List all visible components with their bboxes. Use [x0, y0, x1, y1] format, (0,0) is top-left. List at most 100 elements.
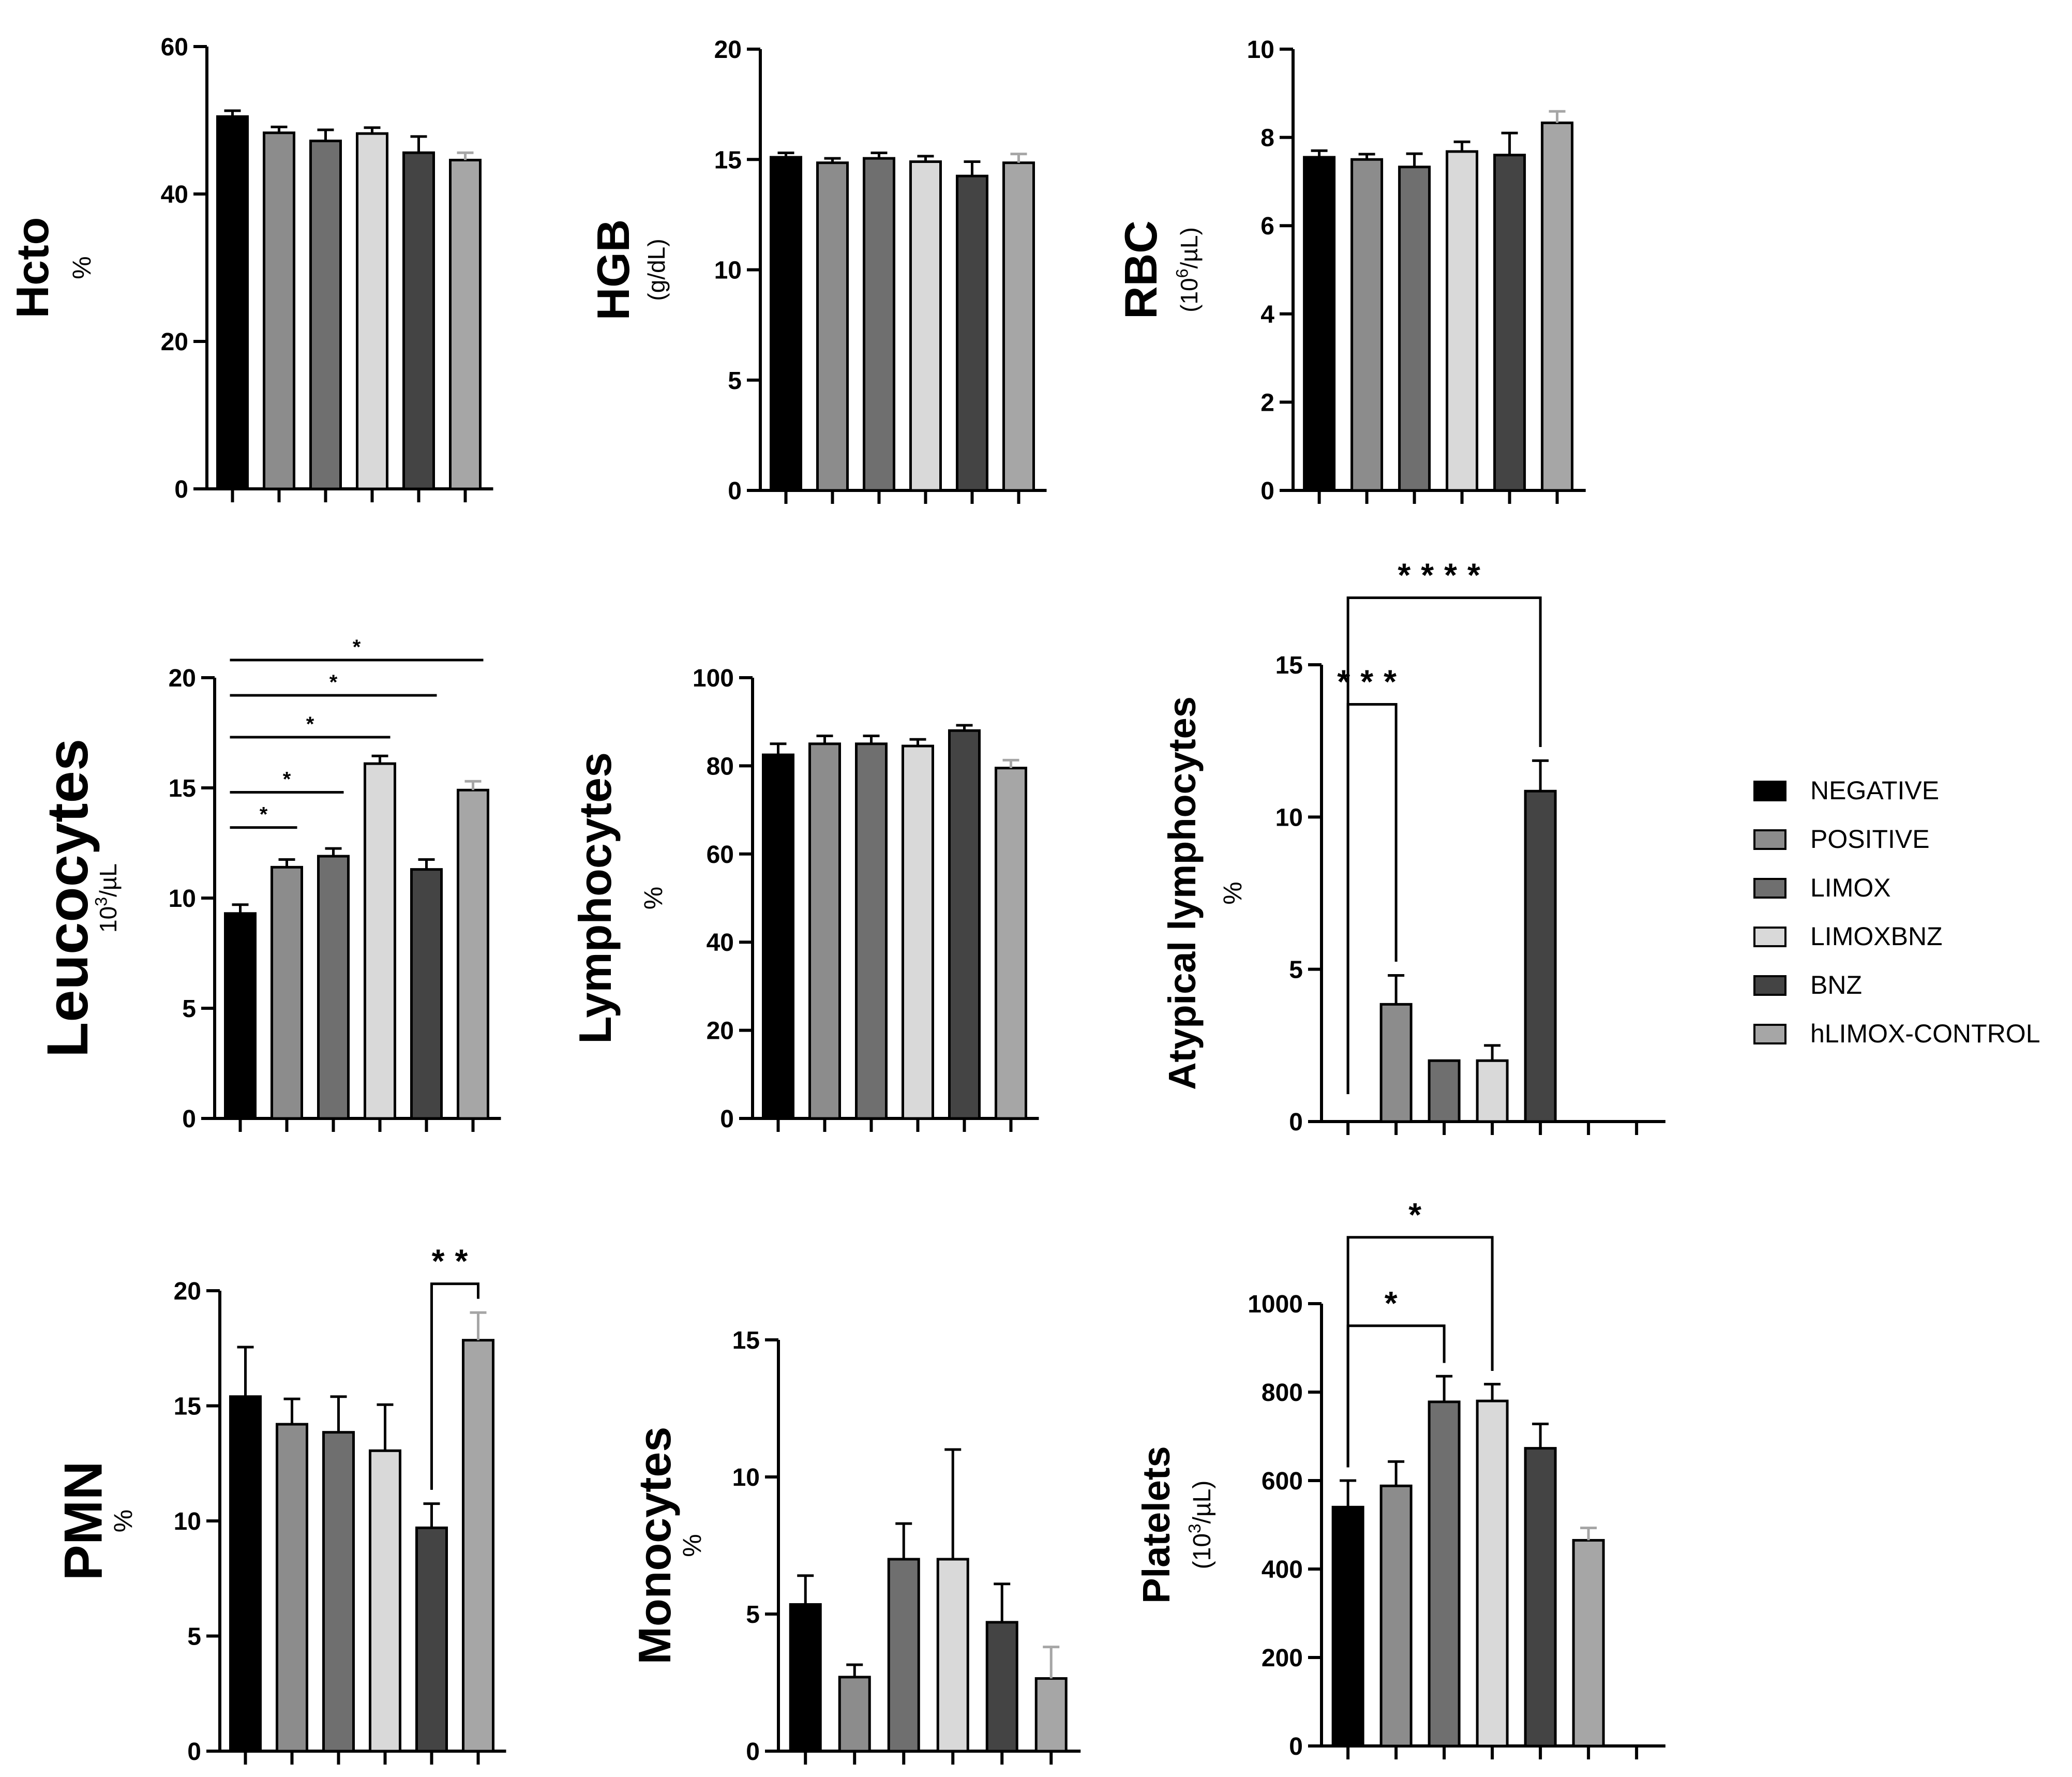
- pmn-bar-bnz: [415, 1526, 448, 1753]
- leucocytes-bar-positive: [271, 865, 303, 1120]
- hgb-y-axis-title: HGB: [588, 219, 639, 321]
- hcto-y-tick-label: 60: [161, 34, 188, 61]
- hcto-y-axis-title: Hcto: [7, 217, 58, 319]
- hgb-y-tick-label: 20: [714, 36, 742, 64]
- leucocytes-significance-label: *: [329, 671, 338, 694]
- leucocytes-y-tick-label: 15: [169, 775, 196, 802]
- leucocytes-bar-hlimox-control: [457, 788, 489, 1120]
- hgb-bar-bnz: [956, 174, 988, 492]
- lymphocytes-bar-limox: [855, 742, 888, 1120]
- rbc-y-tick-label: 0: [1260, 477, 1274, 505]
- lymphocytes-bar-bnz: [948, 729, 981, 1120]
- hcto-y-tick-label: 20: [161, 328, 188, 356]
- lymphocytes-y-axis-unit: %: [639, 887, 668, 909]
- platelets-bar-limoxbnz: [1476, 1399, 1509, 1748]
- legend-swatch-limox: [1753, 878, 1786, 899]
- rbc-bar-negative: [1303, 156, 1336, 492]
- atypical-bar-positive: [1379, 1003, 1413, 1123]
- platelets-bar-limox: [1428, 1400, 1461, 1748]
- leucocytes-bar-bnz: [410, 868, 443, 1120]
- rbc-bar-hlimox-control: [1541, 121, 1574, 492]
- rbc-y-tick-label: 8: [1260, 125, 1274, 152]
- hcto-y-axis-unit: %: [67, 256, 96, 279]
- lymphocytes-bar-limoxbnz: [902, 744, 934, 1120]
- pmn-significance-label: **: [432, 1243, 478, 1280]
- monocytes-y-tick-label: 15: [732, 1327, 760, 1354]
- monocytes-y-axis-title: Monocytes: [629, 1427, 680, 1665]
- pmn-y-tick-label: 15: [174, 1393, 201, 1421]
- legend-label-bnz: BNZ: [1810, 970, 1862, 999]
- atypical-y-axis-title: Atypical lymphocytes: [1161, 696, 1204, 1090]
- atypical-significance-bracket: [1346, 596, 1542, 1095]
- atypical-bar-limoxbnz: [1476, 1059, 1509, 1123]
- platelets-y-tick-label: 200: [1262, 1645, 1303, 1672]
- atypical-y-axis-unit: %: [1218, 882, 1247, 904]
- hcto-bar-negative: [216, 115, 249, 490]
- pmn-y-tick-label: 0: [187, 1738, 201, 1766]
- legend-swatch-limoxbnz: [1753, 927, 1786, 947]
- rbc-y-tick-label: 4: [1260, 301, 1274, 328]
- hgb-bar-limoxbnz: [909, 160, 942, 492]
- chart-rbc: 0 2 4 6 8 10 RBC (106/µL): [1115, 36, 1586, 505]
- pmn-y-tick-label: 5: [187, 1623, 201, 1651]
- legend-label-limox: LIMOX: [1810, 873, 1891, 902]
- chart-platelets: 0 200 400 600 800 1000 * * Platelets (103/µL): [1135, 1196, 1665, 1760]
- hgb-bar-hlimox-control: [1002, 161, 1035, 492]
- leucocytes-y-tick-label: 0: [182, 1106, 196, 1133]
- leucocytes-y-tick-label: 20: [169, 665, 196, 692]
- lymphocytes-bar-negative: [762, 753, 794, 1120]
- platelets-y-tick-label: 600: [1262, 1468, 1303, 1495]
- legend-label-limoxbnz: LIMOXBNZ: [1810, 922, 1943, 951]
- chart-lymphocytes: 0 20 40 60 80 100 Lymphocytes%: [569, 665, 1039, 1133]
- platelets-significance-label: *: [1385, 1285, 1408, 1322]
- legend-label-hlimox-control: hLIMOX-CONTROL: [1810, 1019, 2040, 1048]
- hgb-bar-negative: [770, 156, 802, 492]
- platelets-bar-positive: [1379, 1484, 1413, 1748]
- monocytes-y-tick-label: 0: [746, 1738, 760, 1766]
- pmn-bar-limox: [322, 1431, 355, 1753]
- leucocytes-y-tick-label: 10: [169, 885, 196, 913]
- monocytes-bar-negative: [789, 1603, 822, 1753]
- hcto-bar-hlimox-control: [449, 158, 482, 490]
- platelets-bar-bnz: [1524, 1447, 1557, 1748]
- hcto-significance-label: *: [337, 0, 361, 7]
- hgb-y-tick-label: 0: [728, 477, 742, 505]
- chart-hcto: 0 20 40 60 * Hcto%: [7, 0, 493, 503]
- lymphocytes-y-axis-title: Lymphocytes: [569, 752, 621, 1044]
- pmn-y-tick-label: 20: [174, 1278, 201, 1305]
- monocytes-bar-hlimox-control: [1034, 1677, 1068, 1753]
- legend-swatch-bnz: [1753, 975, 1786, 996]
- chart-panels: 0 20 40 60 * Hcto% 0 5 10 15 20 HGB(g/dL) 0 2 4 6 8 10 RBC…: [7, 0, 1665, 1766]
- monocytes-bar-limox: [887, 1558, 920, 1753]
- leucocytes-significance-label: *: [283, 768, 291, 791]
- platelets-bar-negative: [1331, 1505, 1364, 1748]
- hcto-y-tick-label: 40: [161, 181, 188, 208]
- rbc-y-tick-label: 2: [1260, 389, 1274, 416]
- pmn-y-axis-title: PMN: [53, 1461, 113, 1580]
- leucocytes-bar-negative: [224, 912, 257, 1120]
- pmn-bar-hlimox-control: [462, 1339, 494, 1753]
- atypical-y-tick-label: 15: [1275, 652, 1303, 679]
- chart-monocytes: 0 5 10 15 Monocytes%: [629, 1327, 1081, 1766]
- hgb-bar-positive: [816, 161, 849, 492]
- hcto-y-tick-label: 0: [174, 476, 188, 503]
- legend-swatch-negative: [1753, 781, 1786, 801]
- lymphocytes-y-tick-label: 100: [693, 665, 734, 692]
- platelets-significance-label: *: [1408, 1196, 1432, 1233]
- lymphocytes-y-tick-label: 40: [707, 929, 734, 957]
- hcto-bar-limox: [309, 139, 342, 490]
- atypical-bar-bnz: [1524, 789, 1557, 1123]
- platelets-y-tick-label: 1000: [1248, 1291, 1303, 1318]
- leucocytes-significance-label: *: [260, 803, 268, 826]
- hcto-bar-positive: [263, 131, 295, 490]
- hgb-bar-limox: [863, 157, 895, 492]
- leucocytes-bar-limox: [317, 855, 350, 1120]
- atypical-y-tick-label: 10: [1275, 804, 1303, 831]
- monocytes-y-axis-unit: %: [678, 1534, 707, 1557]
- monocytes-y-tick-label: 10: [732, 1464, 760, 1491]
- rbc-bar-limoxbnz: [1446, 150, 1479, 492]
- leucocytes-y-tick-label: 5: [182, 995, 196, 1023]
- chart-pmn: 0 5 10 15 20 ** PMN%: [53, 1243, 506, 1766]
